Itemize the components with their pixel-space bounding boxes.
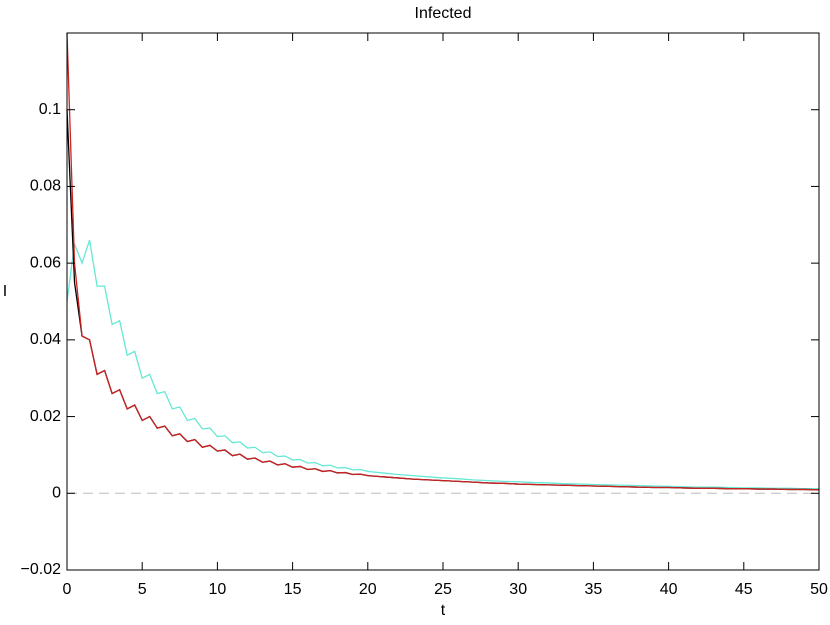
y-tick-label: 0.08 xyxy=(30,178,61,195)
x-tick-label: 5 xyxy=(138,581,147,598)
x-tick-label: 45 xyxy=(735,581,753,598)
y-tick-label: 0.06 xyxy=(30,254,61,271)
x-tick-label: 15 xyxy=(284,581,302,598)
x-axis-label: t xyxy=(441,602,446,619)
chart-title: Infected xyxy=(415,5,472,22)
y-axis-label: I xyxy=(3,283,7,300)
y-tick-label: −0.02 xyxy=(21,561,62,578)
x-tick-label: 30 xyxy=(509,581,527,598)
x-tick-label: 40 xyxy=(660,581,678,598)
x-tick-label: 10 xyxy=(209,581,227,598)
x-tick-label: 25 xyxy=(434,581,452,598)
y-tick-label: 0.1 xyxy=(39,101,61,118)
plot-frame xyxy=(66,32,820,571)
y-tick-label: 0 xyxy=(52,485,61,502)
x-tick-label: 50 xyxy=(810,581,828,598)
x-tick-label: 0 xyxy=(63,581,72,598)
y-tick-label: 0.02 xyxy=(30,408,61,425)
series-line xyxy=(66,239,819,490)
series-line xyxy=(66,32,820,491)
x-tick-label: 20 xyxy=(359,581,377,598)
x-tick-label: 35 xyxy=(585,581,603,598)
series-line xyxy=(66,109,820,491)
y-tick-label: 0.04 xyxy=(30,331,61,348)
